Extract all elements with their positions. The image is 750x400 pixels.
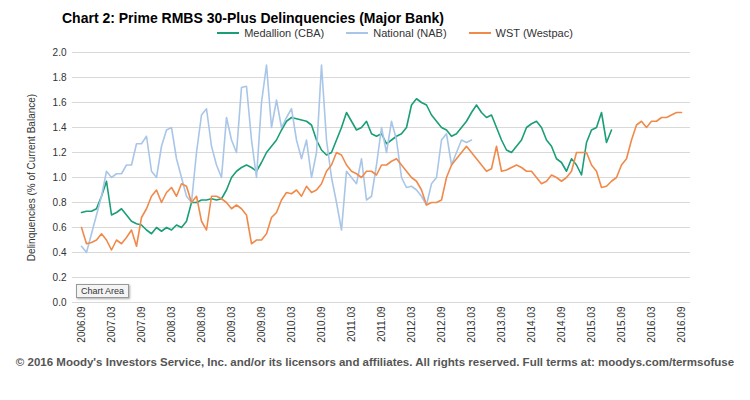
- svg-text:2016.09: 2016.09: [676, 306, 687, 343]
- svg-text:2013.03: 2013.03: [466, 306, 477, 343]
- html-text:WST (Westpac): WST (Westpac): [495, 27, 573, 39]
- svg-text:2014.03: 2014.03: [526, 306, 537, 343]
- svg-text:0.2: 0.2: [53, 272, 67, 283]
- svg-text:2007.09: 2007.09: [136, 306, 147, 343]
- svg-text:1.8: 1.8: [53, 72, 67, 83]
- svg-text:Delinquencies (% of Current Ba: Delinquencies (% of Current Balance): [26, 94, 37, 261]
- svg-text:0.0: 0.0: [53, 297, 67, 308]
- svg-text:2012.03: 2012.03: [406, 306, 417, 343]
- svg-text:2014.09: 2014.09: [556, 306, 567, 343]
- svg-text:2008.09: 2008.09: [196, 306, 207, 343]
- svg-text:1.6: 1.6: [53, 97, 67, 108]
- html-text:Medallion (CBA): Medallion (CBA): [244, 27, 325, 39]
- svg-text:2011.09: 2011.09: [376, 306, 387, 342]
- svg-text:2015.03: 2015.03: [586, 306, 597, 343]
- svg-text:2008.03: 2008.03: [166, 306, 177, 343]
- svg-text:2010.09: 2010.09: [316, 306, 327, 343]
- svg-text:2.0: 2.0: [53, 47, 67, 58]
- html-text:© 2016 Moody's Investors Servi: © 2016 Moody's Investors Service, Inc. a…: [15, 356, 735, 368]
- svg-text:2010.03: 2010.03: [286, 306, 297, 343]
- svg-text:2009.09: 2009.09: [256, 306, 267, 343]
- svg-text:2013.09: 2013.09: [496, 306, 507, 343]
- svg-text:2006.09: 2006.09: [76, 306, 87, 343]
- html-text:National (NAB): National (NAB): [373, 27, 447, 39]
- svg-text:2011.03: 2011.03: [346, 306, 357, 342]
- svg-text:2015.09: 2015.09: [616, 306, 627, 343]
- svg-text:2009.03: 2009.03: [226, 306, 237, 343]
- svg-text:2012.09: 2012.09: [436, 306, 447, 343]
- svg-text:0.8: 0.8: [53, 197, 67, 208]
- svg-text:2007.03: 2007.03: [106, 306, 117, 343]
- svg-text:1.2: 1.2: [53, 147, 67, 158]
- svg-text:1.4: 1.4: [53, 122, 67, 133]
- html-text:Chart Area: Chart Area: [81, 286, 124, 296]
- svg-text:2016.03: 2016.03: [646, 306, 657, 343]
- svg-text:0.6: 0.6: [53, 222, 67, 233]
- html-text:Chart 2: Prime RMBS 30-Plus De: Chart 2: Prime RMBS 30-Plus Delinquencie…: [62, 10, 444, 26]
- svg-text:1.0: 1.0: [53, 172, 67, 183]
- svg-text:0.4: 0.4: [53, 247, 67, 258]
